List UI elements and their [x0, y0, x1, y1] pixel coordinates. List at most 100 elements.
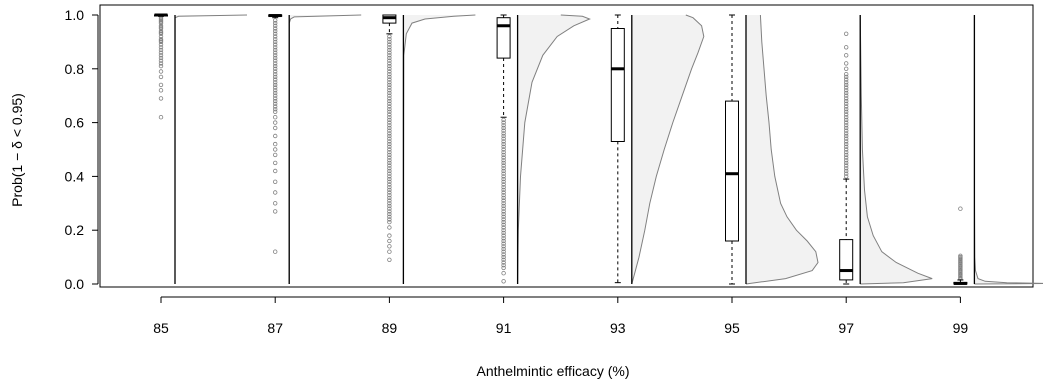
outlier-point — [844, 149, 849, 155]
outlier-point — [844, 133, 849, 139]
outlier-point — [387, 141, 392, 147]
outlier-point — [273, 179, 278, 184]
outlier-point — [387, 82, 392, 88]
outlier-point — [501, 238, 506, 244]
outlier-point — [958, 264, 963, 269]
outlier-point — [387, 209, 392, 214]
outlier-point — [501, 149, 506, 155]
outlier-point — [158, 58, 164, 63]
outlier-point — [273, 106, 278, 112]
outlier-point — [844, 163, 849, 168]
outlier-point — [387, 195, 392, 201]
outlier-point — [387, 128, 392, 133]
outlier-point — [387, 211, 392, 217]
outlier-point — [958, 258, 963, 264]
outlier-point — [387, 136, 392, 141]
outlier-point — [273, 120, 278, 125]
outlier-point — [387, 112, 392, 117]
outlier-point — [387, 125, 392, 131]
outlier-point — [387, 85, 392, 90]
outlier-point — [844, 125, 849, 131]
outlier-point — [273, 66, 278, 71]
outlier-point — [158, 63, 164, 69]
outlier-point — [958, 268, 963, 273]
outlier-point — [387, 233, 392, 238]
outlier-point — [273, 28, 278, 34]
outlier-point — [387, 158, 392, 163]
outlier-point — [958, 265, 963, 271]
outlier-point — [387, 55, 392, 61]
outlier-point — [273, 201, 278, 206]
outlier-point — [501, 198, 506, 203]
outlier-point — [387, 88, 392, 93]
outlier-point — [158, 39, 164, 45]
x-tick-label: 89 — [382, 320, 398, 336]
outlier-point — [501, 252, 506, 257]
outlier-point — [273, 20, 278, 26]
box-91 — [496, 17, 511, 59]
outlier-point — [387, 63, 392, 69]
outlier-point — [501, 265, 506, 271]
outlier-point — [501, 222, 506, 227]
outlier-point — [273, 42, 278, 47]
outlier-point — [387, 187, 392, 193]
outlier-point — [273, 18, 278, 23]
outlier-point — [387, 171, 392, 176]
outlier-point — [844, 96, 849, 101]
outlier-point — [844, 88, 849, 93]
outlier-point — [387, 219, 392, 225]
outlier-point — [387, 168, 392, 174]
y-tick-label: 0.8 — [65, 61, 85, 77]
outlier-point — [501, 168, 506, 174]
outlier-point — [958, 272, 963, 277]
outlier-point — [501, 211, 506, 217]
outlier-point — [958, 275, 963, 280]
outlier-point — [387, 201, 392, 206]
outlier-point — [958, 269, 963, 275]
outlier-point — [387, 176, 392, 182]
outlier-point — [387, 104, 392, 109]
y-tick-label: 0.0 — [65, 276, 85, 292]
outlier-point — [501, 236, 506, 241]
outlier-point — [501, 219, 506, 225]
outlier-point — [158, 82, 164, 88]
outlier-point — [501, 217, 506, 222]
outlier-point — [387, 147, 392, 152]
outlier-point — [844, 80, 849, 85]
outlier-point — [501, 227, 506, 233]
outlier-point — [501, 120, 506, 125]
outlier-point — [273, 47, 278, 53]
outlier-point — [501, 203, 506, 209]
outlier-point — [158, 96, 164, 101]
outlier-point — [387, 192, 392, 198]
outlier-point — [844, 66, 849, 71]
outlier-point — [387, 90, 392, 96]
outlier-point — [501, 187, 506, 193]
y-tick-label: 0.2 — [65, 222, 85, 238]
outlier-point — [387, 182, 392, 187]
outlier-point — [501, 144, 506, 149]
outlier-point — [844, 152, 849, 158]
outlier-point — [844, 117, 849, 123]
outlier-point — [387, 37, 392, 42]
outlier-point — [387, 114, 392, 120]
outlier-point — [273, 209, 278, 214]
outlier-point — [158, 42, 164, 47]
y-axis: 0.0 0.2 0.4 0.6 0.8 1.0 — [65, 7, 99, 292]
outlier-point — [501, 195, 506, 201]
outlier-point — [273, 90, 278, 96]
outlier-point — [844, 131, 849, 136]
outlier-point — [273, 31, 278, 36]
outlier-point — [387, 58, 392, 63]
outlier-point — [387, 166, 392, 171]
outlier-point — [958, 273, 963, 279]
x-axis-title: Anthelmintic efficacy (%) — [476, 363, 629, 379]
outlier-point — [958, 254, 963, 260]
outlier-point — [158, 37, 164, 42]
outlier-point — [273, 190, 278, 195]
outlier-point — [273, 168, 278, 174]
outlier-point — [958, 206, 963, 211]
outlier-point — [958, 253, 963, 258]
outlier-point — [387, 174, 392, 179]
outlier-point — [501, 136, 506, 141]
